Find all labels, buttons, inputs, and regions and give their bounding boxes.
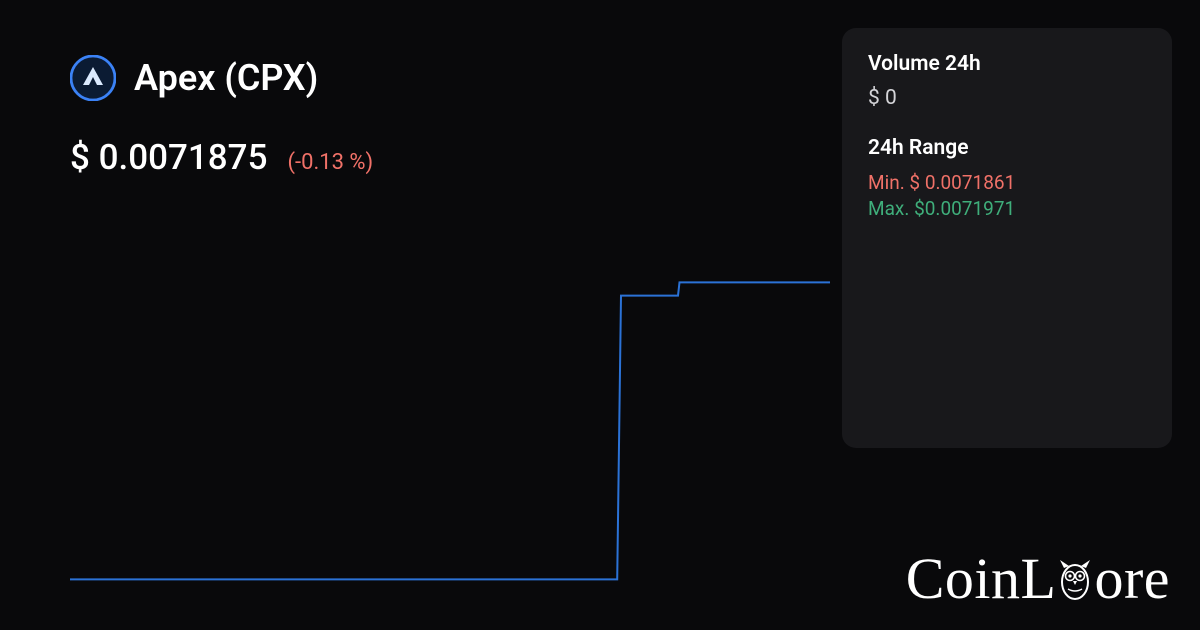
brand-prefix: CoinL xyxy=(906,545,1057,612)
range-min: Min. $ 0.0071861 xyxy=(868,170,1146,196)
coin-title: Apex (CPX) xyxy=(134,57,318,99)
coin-icon xyxy=(70,55,116,101)
volume-value: $ 0 xyxy=(868,86,1146,110)
owl-icon xyxy=(1058,556,1092,602)
volume-label: Volume 24h xyxy=(868,52,1146,76)
stats-panel: Volume 24h $ 0 24h Range Min. $ 0.007186… xyxy=(842,28,1172,448)
apex-logo-icon xyxy=(70,55,116,101)
price-chart xyxy=(70,256,830,586)
brand-suffix: ore xyxy=(1094,545,1170,612)
range-label: 24h Range xyxy=(868,136,1146,160)
price-value: $ 0.0071875 xyxy=(70,137,267,178)
range-max: Max. $0.0071971 xyxy=(868,196,1146,222)
price-row: $ 0.0071875 (-0.13 %) xyxy=(70,137,830,178)
brand-logo: CoinL ore xyxy=(906,545,1170,612)
price-change: (-0.13 %) xyxy=(287,150,373,175)
title-row: Apex (CPX) xyxy=(70,55,830,101)
main-content: Apex (CPX) $ 0.0071875 (-0.13 %) xyxy=(70,55,830,178)
chart-svg xyxy=(70,256,830,586)
